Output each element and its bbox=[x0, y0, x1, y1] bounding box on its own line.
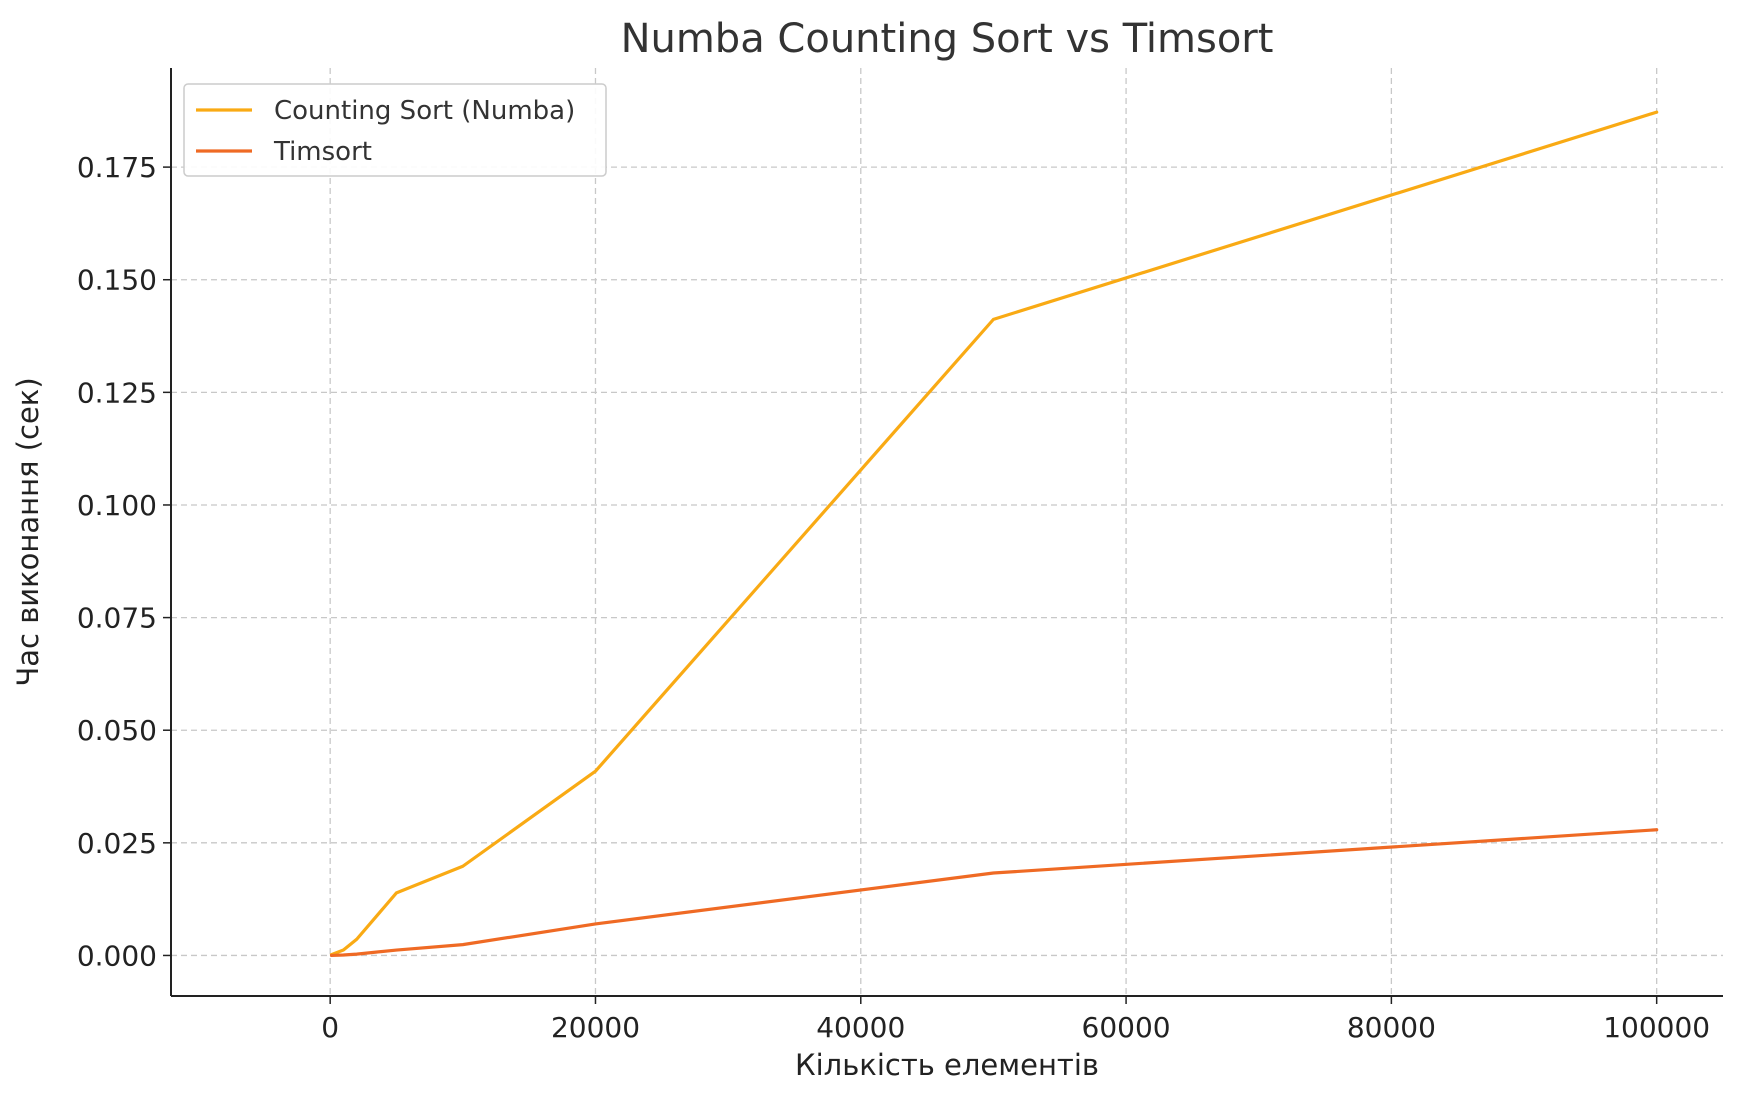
x-tick-label: 60000 bbox=[1082, 1011, 1171, 1044]
y-tick-label: 0.125 bbox=[77, 376, 157, 409]
x-tick-label: 0 bbox=[321, 1011, 339, 1044]
series-lines bbox=[329, 110, 1659, 958]
legend-label: Counting Sort (Numba) bbox=[274, 96, 575, 126]
legend: Counting Sort (Numba) Timsort bbox=[183, 83, 607, 177]
y-axis-label: Час виконання (сек) bbox=[11, 377, 45, 686]
grid bbox=[171, 68, 1723, 996]
x-tick-label: 20000 bbox=[551, 1011, 640, 1044]
axes: 0 20000 40000 60000 80000 100000 0.000 0.025 0.0… bbox=[77, 68, 1723, 1044]
legend-label: Timsort bbox=[273, 137, 372, 167]
y-tick-label: 0.075 bbox=[77, 602, 157, 635]
y-tick-label: 0.175 bbox=[77, 151, 157, 184]
x-axis-label: Кількість елементів bbox=[795, 1048, 1099, 1082]
x-tick-label: 80000 bbox=[1347, 1011, 1436, 1044]
y-tick-label: 0.100 bbox=[77, 489, 157, 522]
y-tick-label: 0.150 bbox=[77, 264, 157, 297]
y-tick-label: 0.025 bbox=[77, 827, 157, 860]
series-line-counting-sort bbox=[329, 110, 1659, 957]
y-tick-label: 0.050 bbox=[77, 714, 157, 747]
series-line-timsort bbox=[329, 828, 1659, 958]
x-tick-label: 40000 bbox=[816, 1011, 905, 1044]
x-tick-label: 100000 bbox=[1603, 1011, 1710, 1044]
y-tick-label: 0.000 bbox=[77, 939, 157, 972]
chart-title: Numba Counting Sort vs Timsort bbox=[621, 16, 1274, 62]
legend-box bbox=[183, 83, 607, 177]
